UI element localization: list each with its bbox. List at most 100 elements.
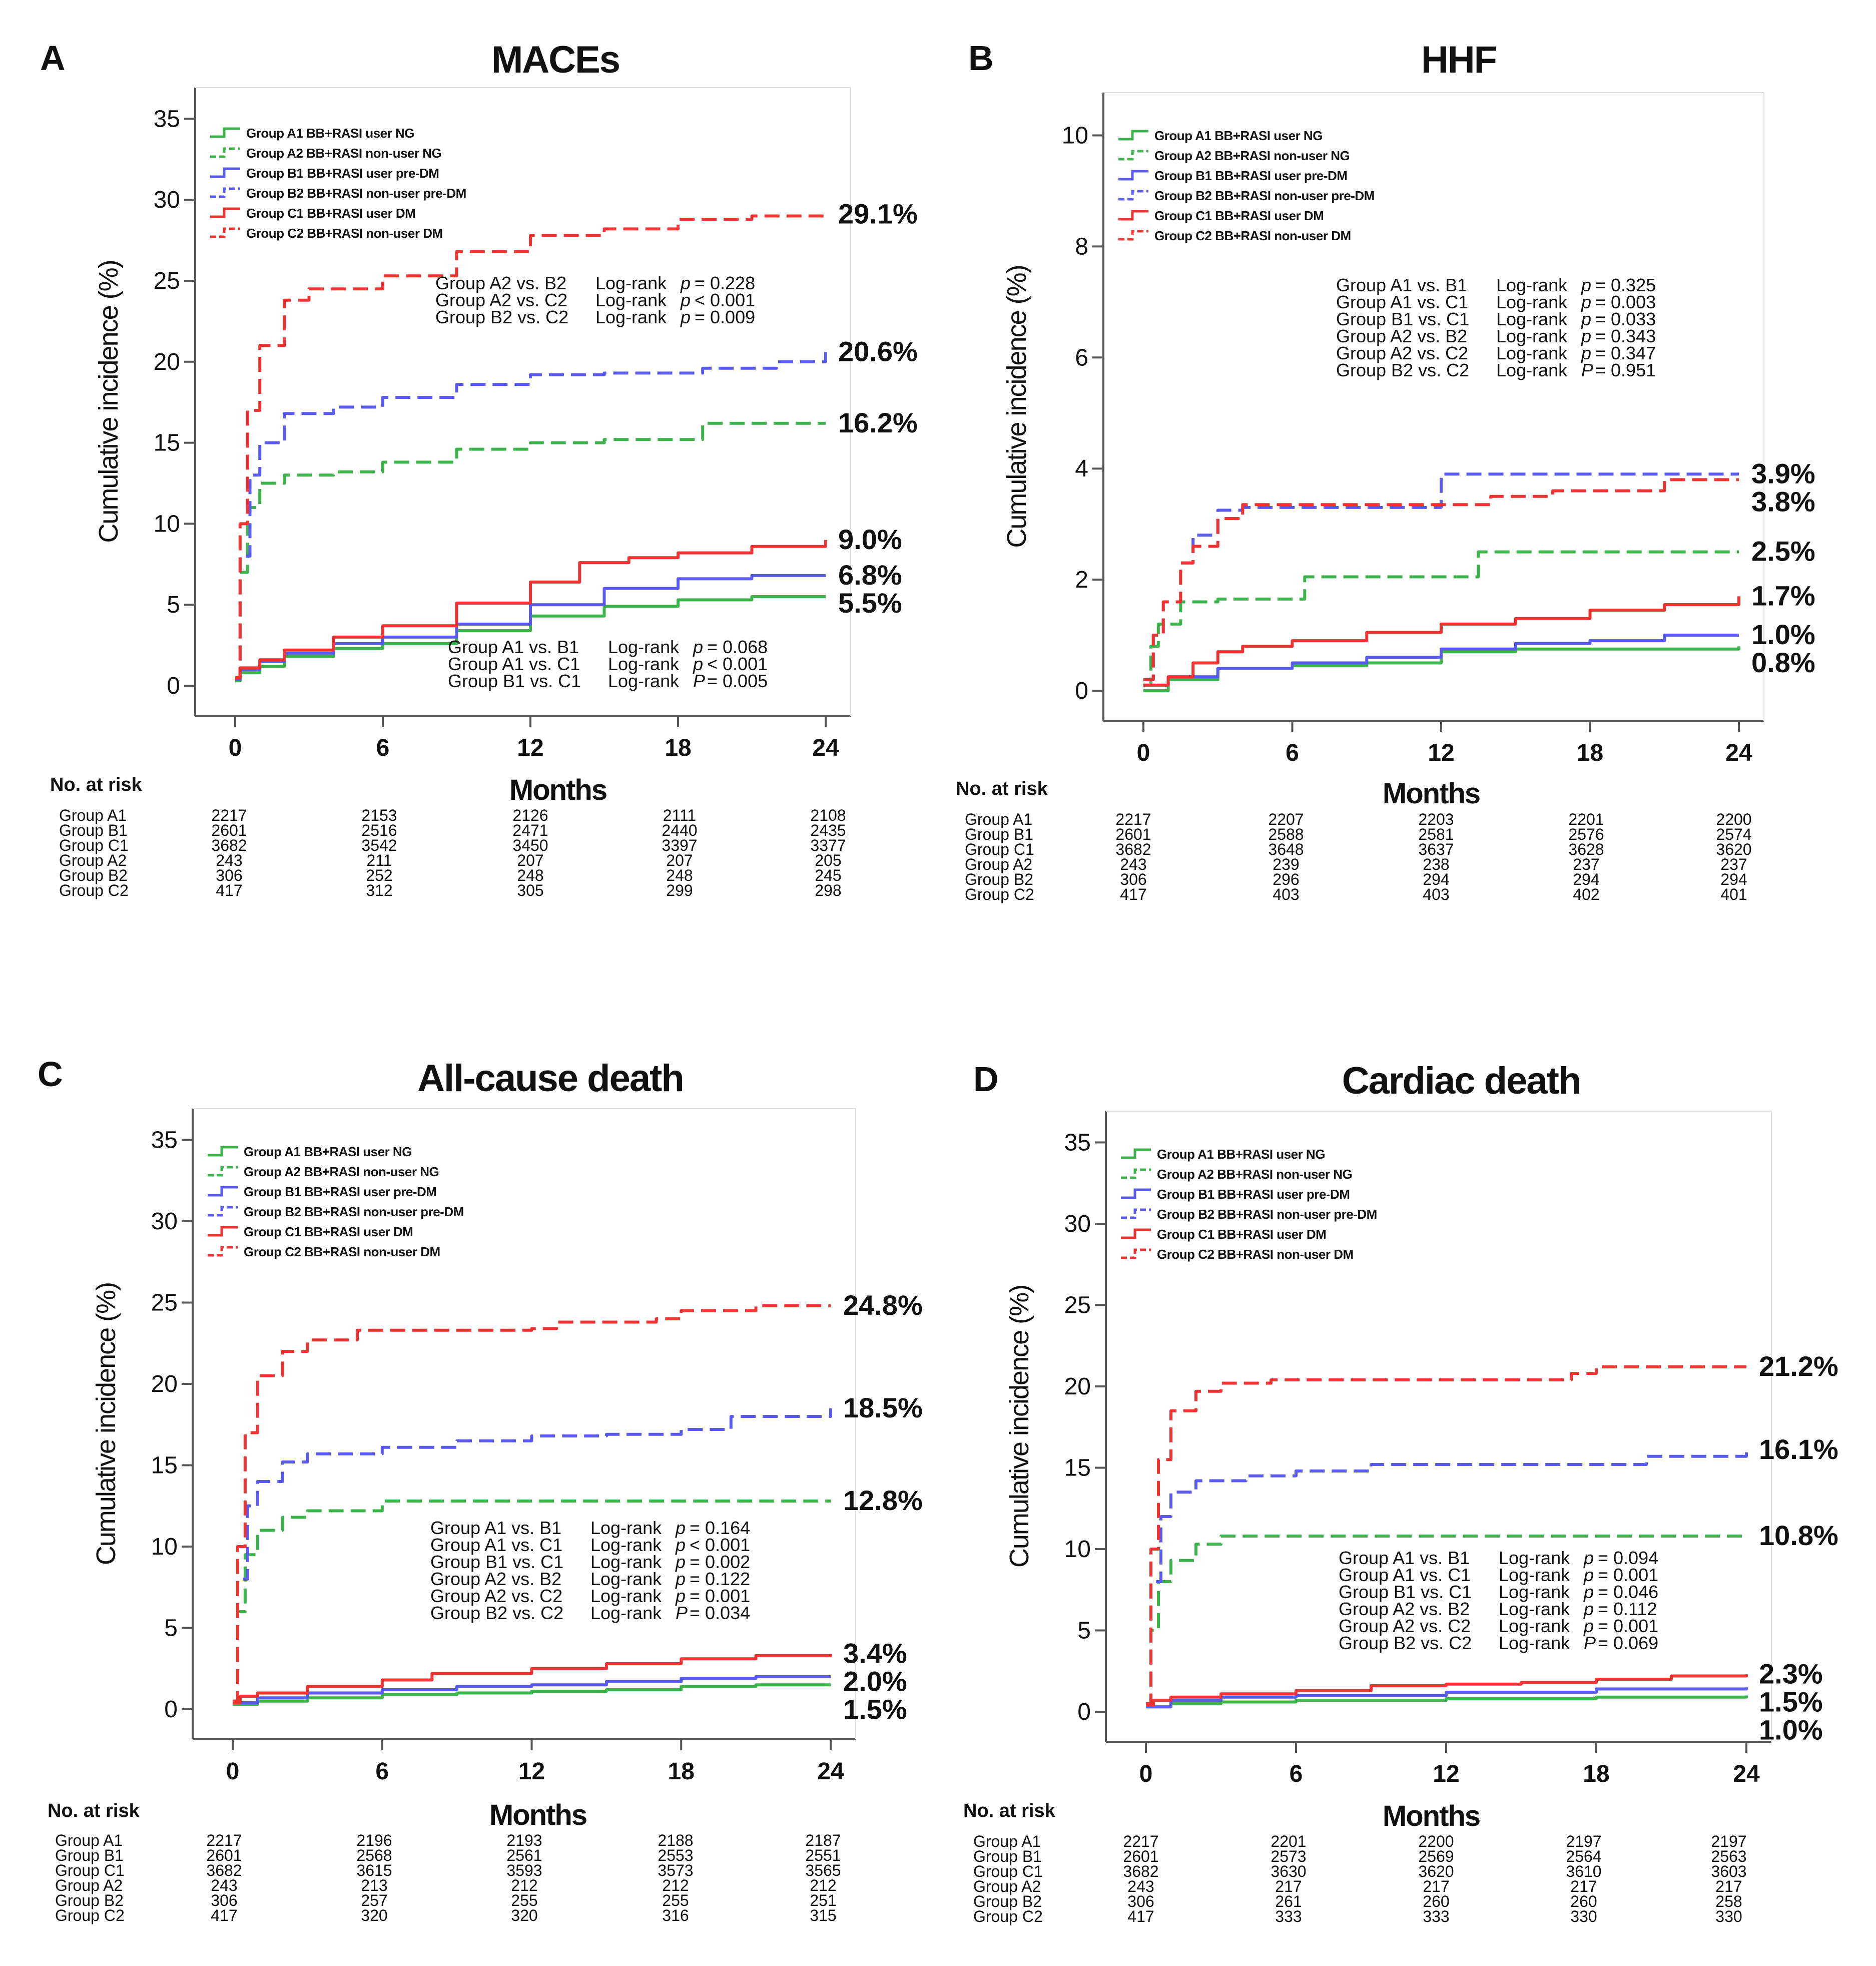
logrank-p-symbol: p: [675, 1569, 686, 1589]
legend: Group A1 BB+RASI user NG Group A2 BB+RASI…: [1121, 1147, 1377, 1262]
risk-group-label: Group C2: [973, 1907, 1043, 1925]
risk-group-label: Group A1: [59, 806, 127, 824]
panel-title: MACEs: [491, 39, 619, 81]
logrank-test: Log-rank: [1499, 1616, 1570, 1636]
panel-title: All-cause death: [417, 1057, 684, 1100]
risk-count: 207: [517, 851, 543, 869]
end-value-label: 2.0%: [843, 1666, 907, 1697]
end-value-label: 1.0%: [1759, 1714, 1823, 1745]
logrank-comparison: Group A1 vs. C1: [430, 1535, 562, 1555]
risk-count: 2217: [1123, 1832, 1158, 1850]
risk-count: 2564: [1566, 1847, 1601, 1865]
risk-count: 3682: [1115, 840, 1151, 858]
legend-label: Group B2 BB+RASI non-user pre-DM: [244, 1204, 464, 1219]
logrank-test: Log-rank: [1496, 309, 1568, 329]
legend-label: Group C2 BB+RASI non-user DM: [244, 1244, 440, 1259]
legend-label: Group C1 BB+RASI user DM: [244, 1224, 413, 1239]
logrank-p-value: = 0.343: [1595, 326, 1656, 346]
risk-table-row: Group A1 2217 2207 2203 2201 2200: [965, 810, 1752, 828]
risk-count: 212: [810, 1876, 836, 1894]
x-tick-label: 0: [229, 735, 242, 761]
risk-count: 2588: [1268, 825, 1304, 843]
risk-count: 2574: [1716, 825, 1751, 843]
y-tick-label: 10: [1062, 122, 1088, 149]
y-tick-label: 20: [151, 1371, 178, 1397]
risk-count: 212: [511, 1876, 537, 1894]
legend-swatch: [1118, 150, 1148, 161]
logrank-p-value: = 0.122: [690, 1569, 750, 1589]
legend-swatch: [1118, 130, 1148, 141]
legend-label: Group B1 BB+RASI user pre-DM: [244, 1184, 436, 1199]
logrank-comparison: Group B2 vs. C2: [430, 1603, 563, 1623]
risk-count: 260: [1423, 1892, 1449, 1910]
x-tick-label: 24: [1733, 1761, 1760, 1787]
risk-count: 3630: [1271, 1862, 1306, 1880]
y-tick-label: 0: [167, 673, 180, 699]
risk-table-row: Group B2 306 252 248 248 245: [59, 866, 842, 884]
risk-table-row: Group C2 417 403 403 402 401: [965, 885, 1747, 903]
y-tick-label: 0: [164, 1696, 178, 1723]
risk-group-label: Group B2: [973, 1892, 1042, 1910]
legend-swatch: [208, 1186, 238, 1197]
x-tick-label: 18: [668, 1758, 695, 1785]
legend-item: Group B1 BB+RASI user pre-DM: [208, 1184, 437, 1199]
risk-count: 2197: [1566, 1832, 1601, 1850]
legend-swatch: [1121, 1148, 1151, 1159]
risk-count: 2207: [1268, 810, 1304, 828]
legend-swatch: [1121, 1208, 1151, 1219]
risk-count: 320: [361, 1906, 387, 1924]
risk-count: 3573: [658, 1861, 693, 1879]
legend-label: Group A2 BB+RASI non-user NG: [1157, 1167, 1352, 1182]
logrank-comparison: Group A1 vs. C1: [1339, 1565, 1471, 1585]
logrank-p-symbol: p: [675, 1586, 686, 1606]
logrank-test: Log-rank: [590, 1518, 662, 1538]
risk-count: 2108: [810, 806, 846, 824]
y-tick-label: 6: [1075, 344, 1088, 371]
x-tick-label: 0: [1139, 1761, 1153, 1787]
risk-table-row: Group C1 3682 3630 3620 3610 3603: [973, 1862, 1747, 1880]
panel-letter: C: [38, 1055, 63, 1094]
risk-count: 3628: [1568, 840, 1604, 858]
risk-table-row: Group C2 417 333 333 330 330: [973, 1907, 1742, 1925]
risk-count: 294: [1720, 870, 1747, 888]
legend-swatch: [208, 1166, 238, 1177]
risk-table-row: Group C1 3682 3542 3450 3397 3377: [59, 836, 846, 854]
series-line-group-c2: [1143, 478, 1739, 681]
y-tick-label: 8: [1075, 233, 1088, 260]
logrank-p-symbol: p: [675, 1518, 686, 1538]
legend-item: Group B2 BB+RASI non-user pre-DM: [1121, 1207, 1377, 1222]
risk-count: 2563: [1711, 1847, 1746, 1865]
risk-count: 330: [1715, 1907, 1742, 1925]
risk-group-label: Group B2: [55, 1891, 124, 1909]
risk-count: 2153: [361, 806, 397, 824]
x-tick-label: 24: [817, 1758, 844, 1785]
logrank-p-symbol: p: [675, 1535, 686, 1555]
end-value-label: 1.7%: [1751, 580, 1815, 611]
logrank-comparison: Group A1 vs. C1: [1336, 292, 1468, 312]
series-line-group-c1: [235, 540, 827, 679]
y-axis-label: Cumulative incidence (%): [1004, 1285, 1034, 1568]
legend-swatch: [1118, 210, 1148, 221]
legend-label: Group C2 BB+RASI non-user DM: [1157, 1247, 1354, 1262]
risk-count: 333: [1423, 1907, 1449, 1925]
y-tick-label: 10: [151, 1534, 178, 1560]
legend-item: Group C2 BB+RASI non-user DM: [1121, 1247, 1354, 1262]
risk-count: 255: [662, 1891, 689, 1909]
legend-item: Group A2 BB+RASI non-user NG: [210, 146, 442, 161]
logrank-p-value: = 0.325: [1595, 275, 1656, 295]
logrank-test: Log-rank: [595, 290, 667, 310]
risk-count: 239: [1273, 855, 1299, 873]
logrank-comparison: Group B1 vs. C1: [1339, 1582, 1472, 1602]
logrank-p-symbol: p: [675, 1552, 686, 1572]
legend-item: Group B1 BB+RASI user pre-DM: [210, 166, 439, 181]
risk-table-row: Group B1 2601 2588 2581 2576 2574: [965, 825, 1752, 843]
risk-count: 217: [1570, 1877, 1597, 1895]
logrank-p-value: = 0.001: [1598, 1565, 1658, 1585]
risk-count: 243: [216, 851, 242, 869]
risk-count: 3603: [1711, 1862, 1746, 1880]
series-line-group-c2: [233, 1304, 831, 1703]
logrank-p-symbol: p: [680, 307, 691, 327]
x-tick-label: 12: [518, 1758, 545, 1785]
logrank-test: Log-rank: [1496, 360, 1568, 380]
